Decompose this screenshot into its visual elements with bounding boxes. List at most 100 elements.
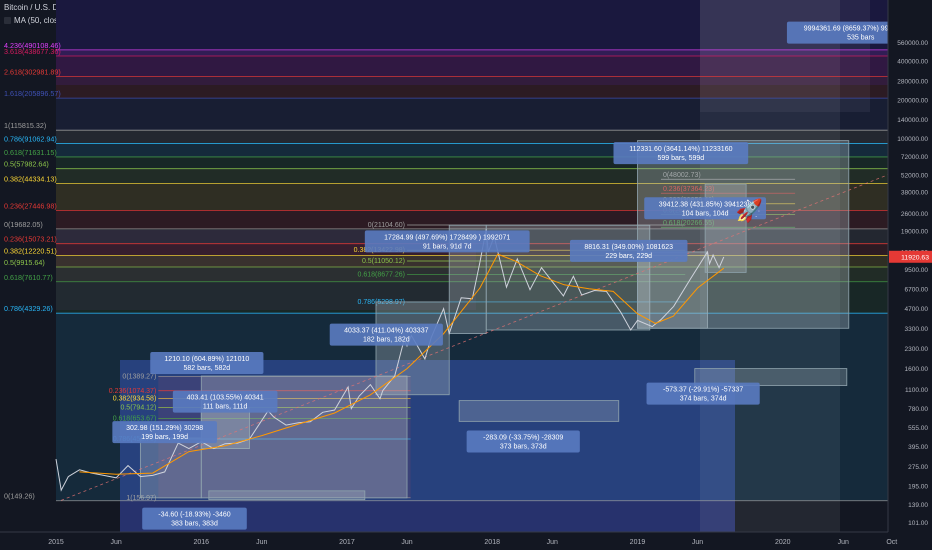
measure-annotation-value: 403.41 (103.55%) 40341 <box>187 395 264 402</box>
price-axis[interactable] <box>888 0 932 550</box>
last-price-label: 11920.63 <box>901 254 929 261</box>
fib-level-label: 0.786(91062.94) <box>4 135 57 144</box>
fib-level-label: 0.5(57982.64) <box>4 160 49 169</box>
fib-2015-label: 0.618(653.67) <box>113 415 157 422</box>
time-axis[interactable] <box>0 532 932 550</box>
measure-annotation[interactable] <box>150 352 264 375</box>
price-axis-tick: 140000.00 <box>897 117 928 124</box>
ma-series-line <box>79 253 725 475</box>
projection-column <box>700 0 840 532</box>
fib-level-label: 0(149.26) <box>4 492 35 501</box>
measure-annotation-bars: 582 bars, 582d <box>183 365 230 372</box>
measure-box-down-2019 <box>694 368 848 386</box>
fib-level-label: 0.5(9915.64) <box>4 258 45 267</box>
time-axis-tick: Oct <box>886 539 897 546</box>
measure-annotation[interactable] <box>644 197 767 220</box>
measure-annotation-value: 112331.60 (3641.14%) 11233160 <box>629 146 732 153</box>
price-axis-tick: 26000.00 <box>901 211 928 218</box>
fib-level-label: 1(115815.32) <box>4 121 46 130</box>
fib-level-label: 0.382(44334.13) <box>4 175 57 184</box>
fib-level-label: 0.786(4329.26) <box>4 304 53 313</box>
price-axis-tick: 4700.00 <box>905 306 929 313</box>
time-axis-tick: 2018 <box>484 539 500 546</box>
measure-annotation-bars: 91 bars, 91d 7d <box>423 243 472 250</box>
fib-level-label: 0.618(7610.77) <box>4 273 53 282</box>
fib-2019-label: 0(48002.73) <box>663 172 701 179</box>
measure-box-2017a <box>375 301 450 396</box>
time-axis-tick: Jun <box>692 539 703 546</box>
price-axis-tick: 19000.00 <box>901 228 928 235</box>
fib-band <box>56 49 888 57</box>
price-axis-tick: 139.00 <box>908 502 928 509</box>
measure-annotation[interactable] <box>613 142 749 165</box>
fib-band <box>56 156 888 169</box>
time-axis-tick: Jun <box>256 539 267 546</box>
measure-annotation-value: -573.37 (-29.91%) -57337 <box>663 387 743 394</box>
fib-level-label: 2.618(302981.89) <box>4 68 61 77</box>
trend-line <box>61 174 889 501</box>
fib-band <box>56 76 888 99</box>
price-axis-tick: 1100.00 <box>905 387 928 394</box>
measure-annotation[interactable] <box>466 430 580 453</box>
last-price-badge <box>889 250 932 263</box>
measure-annotation[interactable] <box>646 382 760 405</box>
price-axis-tick: 395.00 <box>908 444 928 451</box>
measure-annotation-value: 1210.10 (604.89%) 121010 <box>164 356 249 363</box>
fib-level-label: 3.618(438677.36) <box>4 47 61 56</box>
measure-annotation-bars: 104 bars, 104d <box>682 210 729 217</box>
fib-2015-label: 0.236(1074.37) <box>109 388 156 395</box>
price-axis-tick: 6700.00 <box>905 286 929 293</box>
price-axis-tick: 560000.00 <box>897 40 928 47</box>
fib-level-label: 0.236(15073.21) <box>4 235 57 244</box>
fib-2017-label: 0.5(11050.12) <box>362 258 405 265</box>
fib-level-label: 0.618(71631.15) <box>4 148 57 157</box>
measure-annotation-value: 39412.38 (431.85%) 3941238 <box>659 201 752 208</box>
time-axis-tick: Jun <box>838 539 849 546</box>
measure-annotation[interactable] <box>172 390 278 413</box>
measure-annotation-value: 302.98 (151.29%) 30298 <box>126 425 203 432</box>
measure-annotation-bars: 229 bars, 229d <box>605 253 652 260</box>
measure-annotation[interactable] <box>329 323 443 346</box>
measure-annotation[interactable] <box>569 239 688 262</box>
fib-band <box>56 98 888 131</box>
time-axis-tick: 2016 <box>193 539 209 546</box>
time-axis-tick: 2019 <box>630 539 646 546</box>
fib-2015-label: 0(1389.27) <box>122 373 156 380</box>
measure-annotation-bars: 535 bars <box>847 35 875 42</box>
fib-band <box>56 168 888 184</box>
price-axis-tick: 3300.00 <box>905 326 929 333</box>
measure-annotation[interactable] <box>142 507 247 530</box>
measure-box-down-2018 <box>458 400 620 422</box>
fib-level-label: 0.236(27446.98) <box>4 201 57 210</box>
time-axis-tick: 2017 <box>339 539 355 546</box>
measure-annotation-value: 9994361.69 (8659.37%) 9994361.69 <box>804 26 918 33</box>
fib-band <box>56 56 888 77</box>
fib-2015-label: 0.382(934.58) <box>113 396 157 403</box>
price-axis-tick: 200000.00 <box>897 97 928 104</box>
time-axis-tick: 2015 <box>48 539 64 546</box>
price-axis-tick: 2300.00 <box>905 346 929 353</box>
fib-level-label: 1.618(205896.57) <box>4 89 61 98</box>
measure-annotation[interactable] <box>112 421 217 444</box>
measure-annotation-bars: 599 bars, 599d <box>657 155 704 162</box>
measure-annotation[interactable] <box>364 230 530 253</box>
price-axis-tick: 275.00 <box>908 464 928 471</box>
measure-annotation-bars: 383 bars, 383d <box>171 521 218 528</box>
eye-icon[interactable] <box>4 17 11 25</box>
price-axis-tick: 400000.00 <box>897 59 928 66</box>
fib-2015-label: 0.5(794.12) <box>120 405 156 412</box>
measure-box-2019b <box>637 140 850 329</box>
price-axis-tick: 9500.00 <box>905 267 929 274</box>
measure-annotation-bars: 111 bars, 111d <box>203 404 248 411</box>
measure-annotation-bars: 182 bars, 182d <box>363 337 410 344</box>
fib-level-label: 4.236(490108.46) <box>4 41 61 50</box>
measure-box-down-2016 <box>208 490 366 501</box>
time-axis-tick: Jun <box>547 539 558 546</box>
rocket-icon: 🚀 <box>736 198 763 223</box>
fib-2015-label: 1(156.97) <box>126 495 156 502</box>
time-axis-tick: 2020 <box>775 539 791 546</box>
time-axis-tick: Jun <box>401 539 412 546</box>
ma-indicator-label[interactable]: MA (50, close) <box>4 16 65 25</box>
fib-level-label: 0(19682.05) <box>4 220 43 229</box>
